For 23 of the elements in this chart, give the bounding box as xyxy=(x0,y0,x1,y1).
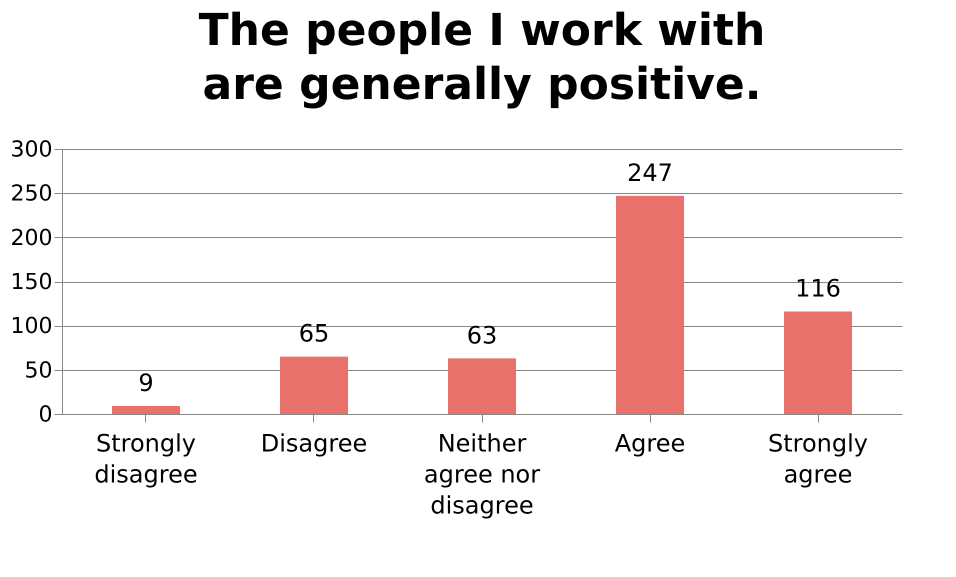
data-label: 63 xyxy=(466,321,498,350)
y-tick-label: 150 xyxy=(10,270,52,295)
bar xyxy=(280,356,348,414)
y-tick-label: 200 xyxy=(10,226,52,251)
x-tick-label: Neither agree nor disagree xyxy=(424,430,540,520)
y-tick-label: 250 xyxy=(10,182,52,207)
y-tick-label: 0 xyxy=(38,402,52,428)
y-tick-label: 300 xyxy=(10,138,52,162)
bar xyxy=(784,312,852,414)
data-label: 247 xyxy=(627,158,673,187)
data-label: 65 xyxy=(298,320,330,348)
bar xyxy=(616,196,684,414)
x-tick-label: Disagree xyxy=(260,430,368,458)
bar xyxy=(112,406,180,414)
data-label: 9 xyxy=(138,369,154,398)
bar xyxy=(448,358,516,414)
x-tick-label: Agree xyxy=(614,430,686,458)
y-tick-label: 50 xyxy=(24,358,52,384)
chart-title: The people I work with are generally positive. xyxy=(198,5,766,110)
data-label: 116 xyxy=(795,274,841,303)
x-tick-label: Strongly agree xyxy=(768,430,868,488)
y-tick-label: 100 xyxy=(10,314,52,340)
x-tick-label: Strongly disagree xyxy=(94,430,198,488)
